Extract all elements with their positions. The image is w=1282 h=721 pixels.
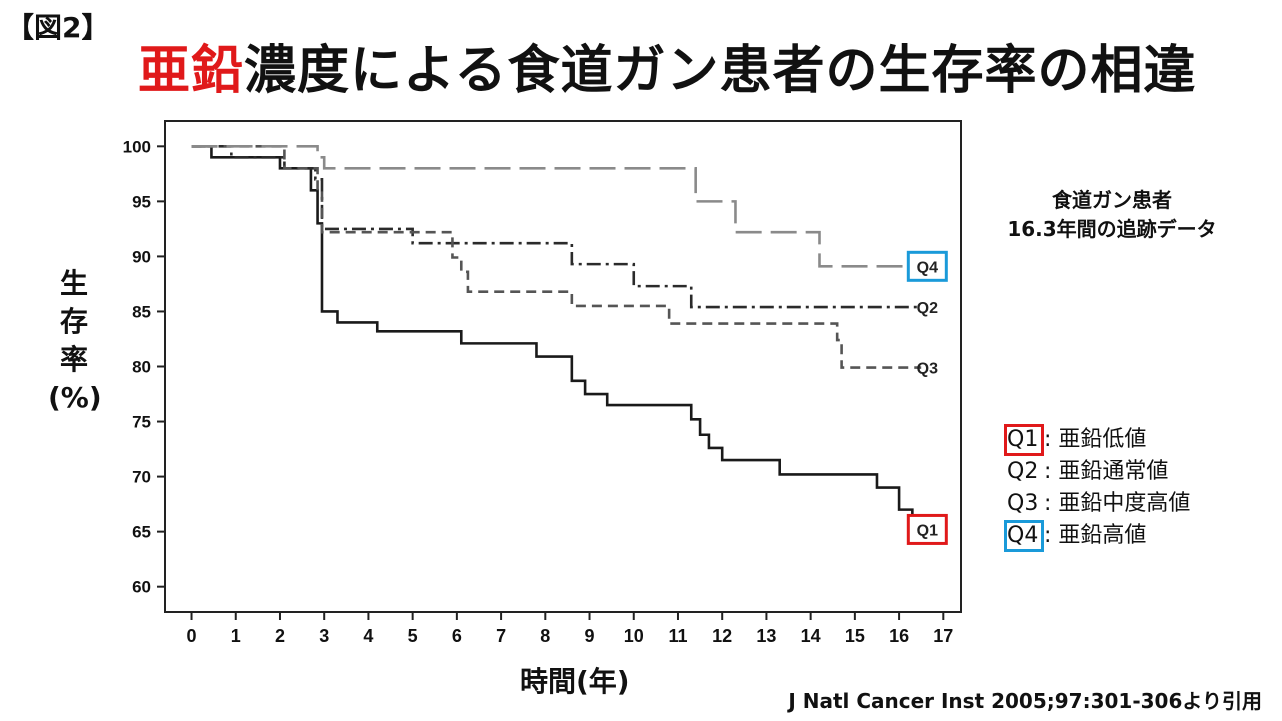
series-line-q1 — [191, 145, 914, 530]
series-end-label-q2: Q2 — [917, 300, 938, 317]
series-label-box — [906, 513, 948, 545]
legend: Q1: 亜鉛低値 Q2: 亜鉛通常値 Q3: 亜鉛中度高値 Q4: 亜鉛高値 — [1004, 424, 1190, 552]
y-tick-label: 100 — [123, 137, 151, 156]
series-end-label-q3: Q3 — [917, 361, 938, 378]
legend-item-q2: Q2: 亜鉛通常値 — [1004, 456, 1190, 488]
page-title: 亜鉛濃度による食道ガン患者の生存率の相違 — [138, 28, 1196, 103]
study-note-line: 食道ガン患者 — [1052, 188, 1172, 212]
series-line-q4 — [191, 145, 922, 268]
x-tick-label: 9 — [585, 626, 595, 646]
y-tick-label: 65 — [132, 523, 151, 542]
x-tick-label: 7 — [496, 626, 506, 646]
series-line-q3 — [191, 145, 922, 369]
legend-item-q3: Q3: 亜鉛中度高値 — [1004, 488, 1190, 520]
legend-item-q1: Q1: 亜鉛低値 — [1004, 424, 1190, 456]
study-note-line: 16.3年間の追跡データ — [1007, 217, 1217, 241]
series-line-q2 — [191, 145, 922, 309]
x-tick-label: 2 — [275, 626, 285, 646]
series-lines — [191, 145, 922, 530]
y-tick-label: 90 — [132, 247, 151, 266]
x-tick-label: 12 — [712, 626, 732, 646]
title-highlight: 亜鉛 — [138, 41, 245, 101]
x-tick-label: 1 — [231, 626, 241, 646]
legend-item-q4: Q4: 亜鉛高値 — [1004, 520, 1190, 552]
legend-desc: : 亜鉛高値 — [1044, 523, 1147, 548]
figure-label: 【図2】 — [6, 11, 110, 44]
x-axis: 0 1 2 3 4 5 6 7 8 9 10 11 12 13 14 15 16 17 — [187, 612, 953, 646]
study-note: 食道ガン患者 16.3年間の追跡データ — [982, 186, 1242, 244]
x-tick-label: 16 — [889, 626, 909, 646]
y-tick-label: 85 — [132, 302, 151, 321]
legend-key: Q2 — [1007, 459, 1039, 484]
y-tick-label: 60 — [132, 578, 151, 597]
series-end-labels: Q1 Q2 Q3 Q4 — [906, 250, 948, 545]
x-tick-label: 4 — [363, 626, 373, 646]
y-axis-label: 生 存 率 (%) — [48, 265, 102, 417]
y-axis-label-char: 生 — [59, 267, 88, 300]
y-tick-label: 95 — [132, 192, 151, 211]
legend-key: Q1 — [1004, 424, 1044, 456]
y-axis: 60 65 70 75 80 85 90 95 100 — [123, 137, 165, 597]
x-tick-label: 14 — [801, 626, 821, 646]
x-tick-label: 8 — [540, 626, 550, 646]
x-tick-label: 13 — [756, 626, 776, 646]
x-tick-label: 5 — [408, 626, 418, 646]
x-axis-label: 時間(年) — [520, 665, 630, 698]
x-tick-label: 10 — [624, 626, 644, 646]
y-axis-label-char: 存 — [59, 305, 88, 338]
citation: J Natl Cancer Inst 2005;97:301-306より引用 — [788, 689, 1262, 713]
x-tick-label: 6 — [452, 626, 462, 646]
x-tick-label: 0 — [187, 626, 197, 646]
y-tick-label: 75 — [132, 413, 151, 432]
x-tick-label: 15 — [845, 626, 865, 646]
legend-desc: : 亜鉛中度高値 — [1044, 491, 1191, 516]
x-tick-label: 3 — [319, 626, 329, 646]
legend-desc: : 亜鉛通常値 — [1044, 459, 1169, 484]
legend-key: Q3 — [1007, 491, 1039, 516]
legend-desc: : 亜鉛低値 — [1044, 427, 1147, 452]
title-rest: 濃度による食道ガン患者の生存率の相違 — [244, 41, 1197, 101]
y-tick-label: 80 — [132, 358, 151, 377]
y-axis-label-unit: (%) — [48, 381, 102, 414]
y-tick-label: 70 — [132, 468, 151, 487]
series-end-label-q4: Q4 — [917, 259, 938, 276]
x-tick-label: 11 — [668, 626, 687, 646]
series-end-label-q1: Q1 — [917, 522, 938, 539]
series-label-box — [906, 250, 948, 282]
x-tick-label: 17 — [933, 626, 953, 646]
legend-key: Q4 — [1004, 520, 1044, 552]
y-axis-label-char: 率 — [59, 343, 88, 376]
